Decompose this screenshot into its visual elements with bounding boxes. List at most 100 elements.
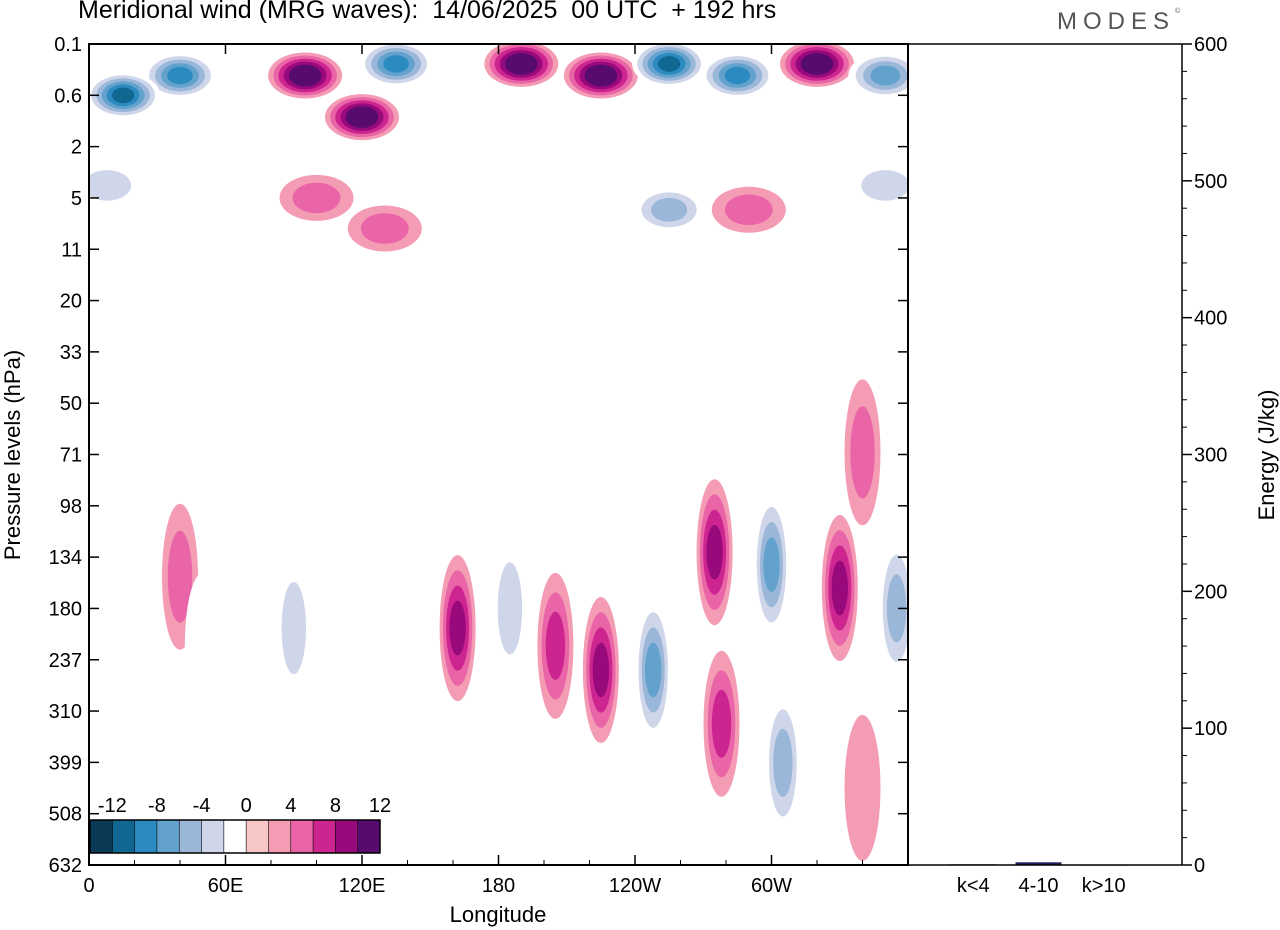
heatmap-contour-21-1	[497, 562, 523, 655]
x-tick-label-2: 120E	[339, 875, 386, 897]
y-tick-label-15: 508	[49, 804, 82, 826]
heatmap-contour-6-5	[589, 67, 613, 84]
heatmap-contour-13-1	[724, 194, 773, 226]
colorbar: -12 -8 -4 0 4 8 12	[89, 795, 391, 854]
y-tick-label-11: 180	[49, 598, 82, 620]
colorbar-label-1: -8	[148, 795, 166, 817]
heatmap-contour-28-2	[773, 728, 793, 798]
colorbar-label-2: -4	[193, 795, 211, 817]
energy-tick-label-1: 100	[1194, 718, 1227, 740]
heatmap-contour-30-0	[844, 714, 881, 861]
y-tick-label-14: 399	[49, 752, 82, 774]
y-tick-label-5: 20	[60, 291, 82, 313]
energy-tick-label-3: 300	[1194, 445, 1227, 467]
y-tick-label-10: 134	[49, 547, 82, 569]
colorbar-label-3: 0	[241, 795, 252, 817]
energy-tick-label-5: 500	[1194, 171, 1227, 193]
energy-tick-label-0: 0	[1194, 855, 1205, 877]
y-axis-label: Pressure levels (hPa)	[0, 350, 25, 560]
heatmap-contour-9-5	[805, 56, 829, 72]
heatmap-contour-7-5	[657, 56, 681, 72]
energy-category-label-0: k<4	[957, 875, 990, 897]
colorbar-label-0: -12	[98, 795, 127, 817]
colorbar-swatch-11	[335, 820, 358, 853]
chart-title: Meridional wind (MRG waves): 14/06/2025 …	[78, 0, 777, 24]
colorbar-swatch-3	[156, 820, 180, 853]
x-tick-label-5: 60W	[751, 875, 792, 897]
energy-bar-1	[1015, 862, 1062, 865]
y-tick-label-3: 5	[71, 188, 82, 210]
heatmap-contour-12-1	[360, 213, 409, 244]
energy-tick-label-2: 200	[1194, 581, 1227, 603]
heatmap-contour-20-3	[449, 600, 466, 656]
energy-bar-panel: 0 100 200 300 400 500 600 k<4 4-10 k>10	[950, 34, 1227, 897]
heatmap-contour-32-1	[850, 406, 875, 499]
energy-axis-label: Energy (J/kg)	[1254, 390, 1279, 521]
colorbar-label-4: 4	[285, 795, 296, 817]
colorbar-swatch-9	[290, 820, 314, 853]
y-tick-label-9: 98	[60, 496, 82, 518]
y-tick-label-1: 0.6	[54, 85, 82, 107]
heatmap-contour-10-3	[870, 65, 901, 86]
colorbar-swatch-0	[90, 820, 113, 853]
logo-text: MODES	[1057, 8, 1176, 35]
heatmap-contour-5-5	[510, 56, 533, 72]
y-tick-label-12: 237	[49, 650, 82, 672]
heatmap-contour-17-1	[167, 530, 193, 623]
x-axis-label: Longitude	[450, 902, 547, 927]
x-tick-label-0: 0	[83, 875, 94, 897]
heatmap-contour-4-4	[383, 55, 409, 73]
heatmap-field	[89, 44, 908, 861]
heatmap-contour-14-2	[651, 197, 688, 222]
heatmap-contour-31-2	[886, 574, 907, 643]
colorbar-swatch-12	[357, 820, 380, 853]
heatmap-contour-18-0	[184, 572, 221, 719]
heatmap-contour-24-3	[645, 642, 662, 698]
x-tick-label-3: 180	[482, 875, 515, 897]
colorbar-swatch-7	[246, 820, 269, 853]
colorbar-frame	[89, 819, 381, 854]
heatmap-contour-26-2	[711, 689, 732, 758]
heatmap-contour-3-5	[350, 109, 374, 125]
modes-logo: MODES©	[1057, 8, 1180, 36]
y-tick-label-2: 2	[71, 137, 82, 159]
colorbar-swatch-8	[268, 820, 291, 853]
y-tick-label-7: 50	[60, 393, 82, 415]
heatmap-contour-22-2	[545, 611, 566, 681]
heatmap-contour-2-5	[293, 67, 317, 84]
heatmap-contour-15-1	[89, 170, 132, 201]
heatmap-contour-0-4	[167, 66, 193, 85]
heatmap-contour-16-1	[861, 170, 908, 201]
heatmap-contour-25-3	[706, 524, 723, 580]
energy-tick-label-4: 400	[1194, 308, 1227, 330]
heatmap-contour-1-5	[111, 87, 135, 104]
y-tick-label-4: 11	[61, 239, 82, 261]
x-tick-label-4: 120W	[609, 875, 661, 897]
colorbar-swatch-5	[201, 820, 224, 853]
y-tick-label-8: 71	[60, 445, 82, 467]
colorbar-swatch-1	[112, 820, 135, 853]
colorbar-swatch-4	[179, 820, 202, 853]
logo-mark: ©	[1175, 8, 1181, 15]
heatmap-contour-23-3	[592, 642, 610, 698]
heatmap-contour-29-3	[831, 560, 848, 616]
colorbar-swatch-6	[223, 820, 247, 853]
colorbar-label-6: 12	[369, 795, 391, 817]
energy-tick-label-6: 600	[1194, 34, 1227, 56]
y-tick-label-16: 632	[49, 855, 82, 877]
colorbar-label-5: 8	[330, 795, 341, 817]
colorbar-swatch-2	[134, 820, 157, 853]
heatmap-contour-11-1	[292, 182, 341, 214]
y-tick-label-0: 0.1	[54, 34, 82, 56]
heatmap-axes: 0 60E 120E 180 120W 60W 0.1 0.6 2 5 11 20 33 50 71 98 13…	[49, 34, 908, 897]
heatmap-contour-8-4	[724, 66, 751, 85]
y-tick-label-13: 310	[49, 701, 82, 723]
heatmap-contour-19-1	[281, 582, 306, 675]
heatmap-contour-27-3	[763, 537, 780, 592]
energy-category-label-1: 4-10	[1018, 875, 1058, 897]
colorbar-swatch-10	[313, 820, 336, 853]
x-tick-label-1: 60E	[208, 875, 244, 897]
energy-category-label-2: k>10	[1082, 875, 1126, 897]
y-tick-label-6: 33	[60, 342, 82, 364]
